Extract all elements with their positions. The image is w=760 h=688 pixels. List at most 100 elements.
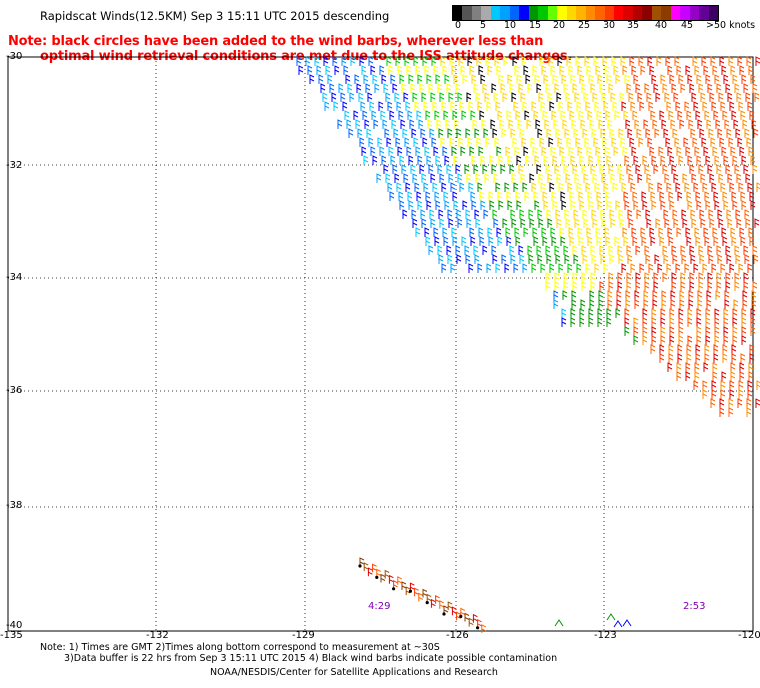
wind-barb [618, 209, 624, 219]
wind-barb [498, 155, 504, 165]
wind-barb [404, 56, 410, 66]
scale-swatch [613, 6, 624, 20]
wind-barb [524, 191, 530, 201]
wind-barb [567, 182, 573, 192]
wind-barb [632, 191, 638, 201]
wind-barb [512, 56, 518, 66]
wind-barb [332, 56, 338, 66]
wind-barb [450, 101, 456, 111]
wind-barb [483, 209, 489, 219]
wind-barb [373, 119, 379, 129]
wind-barb [509, 83, 515, 93]
wind-barb [694, 371, 700, 381]
wind-barb [693, 101, 699, 111]
wind-barb [682, 218, 688, 228]
wind-barb [535, 119, 541, 129]
wind-barb [381, 155, 387, 165]
scale-swatch [604, 6, 614, 20]
wind-barb [431, 56, 437, 66]
wind-barb [590, 164, 596, 174]
wind-barb [644, 272, 650, 282]
wind-barb [631, 146, 637, 156]
wind-barb [704, 353, 710, 363]
wind-barb [683, 137, 689, 147]
wind-barb [669, 335, 675, 345]
wind-barb [640, 227, 646, 237]
wind-barb [694, 65, 700, 75]
wind-barb [720, 101, 726, 111]
wind-barb [734, 281, 740, 291]
wind-barb [389, 110, 395, 120]
wind-barb [735, 254, 741, 264]
wind-barb [341, 56, 347, 66]
wind-barb [491, 245, 497, 255]
wind-barb [714, 200, 720, 210]
wind-barb [411, 128, 417, 138]
wind-barb [459, 182, 465, 192]
wind-barb [673, 92, 679, 102]
wind-barb [453, 155, 459, 165]
wind-barb [490, 119, 496, 129]
wind-barb [719, 56, 725, 66]
wind-barb [610, 92, 616, 102]
wind-barb [721, 227, 727, 237]
wind-barb [650, 344, 656, 354]
wind-barb [542, 191, 548, 201]
wind-barb [574, 218, 580, 228]
wind-barb [577, 146, 583, 156]
wind-barb [676, 362, 682, 372]
wind-barb [359, 557, 365, 566]
wind-barb [427, 119, 433, 129]
wind-barb [745, 92, 751, 102]
wind-barb [700, 173, 706, 183]
wind-barb [406, 146, 412, 156]
wind-barb [702, 263, 708, 273]
second-pass-barbs [358, 557, 632, 633]
wind-barb [647, 56, 653, 66]
wind-barb [651, 200, 657, 210]
wind-barb [729, 389, 735, 399]
wind-barb [685, 146, 691, 156]
wind-barb [662, 83, 668, 93]
wind-barb [477, 263, 483, 273]
wind-barb [651, 326, 657, 336]
wind-barb [536, 83, 542, 93]
wind-barb [679, 119, 685, 129]
wind-barb [698, 245, 704, 255]
wind-barb [706, 119, 712, 129]
wind-barb [569, 236, 575, 246]
wind-barb [658, 227, 664, 237]
wind-barb [458, 56, 464, 66]
wind-barb [705, 74, 711, 84]
wind-barb [583, 173, 589, 183]
wind-barb [744, 128, 750, 138]
wind-barb [543, 155, 549, 165]
wind-barb [710, 398, 716, 408]
wind-barb [495, 182, 501, 192]
scale-swatch [538, 6, 548, 20]
wind-barb [645, 209, 651, 219]
wind-barb [731, 236, 737, 246]
wind-barb [694, 362, 700, 372]
wind-barb [640, 65, 646, 75]
wind-barb [588, 155, 594, 165]
wind-barb [428, 245, 434, 255]
scale-swatch [547, 6, 558, 20]
contamination-circle [408, 589, 412, 593]
wind-barb [727, 173, 733, 183]
wind-barb [564, 128, 570, 138]
wind-barb [388, 65, 394, 75]
wind-barb [309, 74, 315, 84]
wind-barb [723, 74, 729, 84]
wind-barb [643, 299, 649, 309]
wind-barb [714, 326, 720, 336]
wind-barb [449, 137, 455, 147]
wind-barb [749, 344, 755, 354]
wind-barb [599, 245, 605, 255]
wind-barb [514, 65, 520, 75]
wind-barb [750, 74, 756, 84]
wind-barb [520, 92, 526, 102]
wind-barb [514, 227, 520, 237]
wind-barb [384, 128, 390, 138]
wind-barb [697, 119, 703, 129]
